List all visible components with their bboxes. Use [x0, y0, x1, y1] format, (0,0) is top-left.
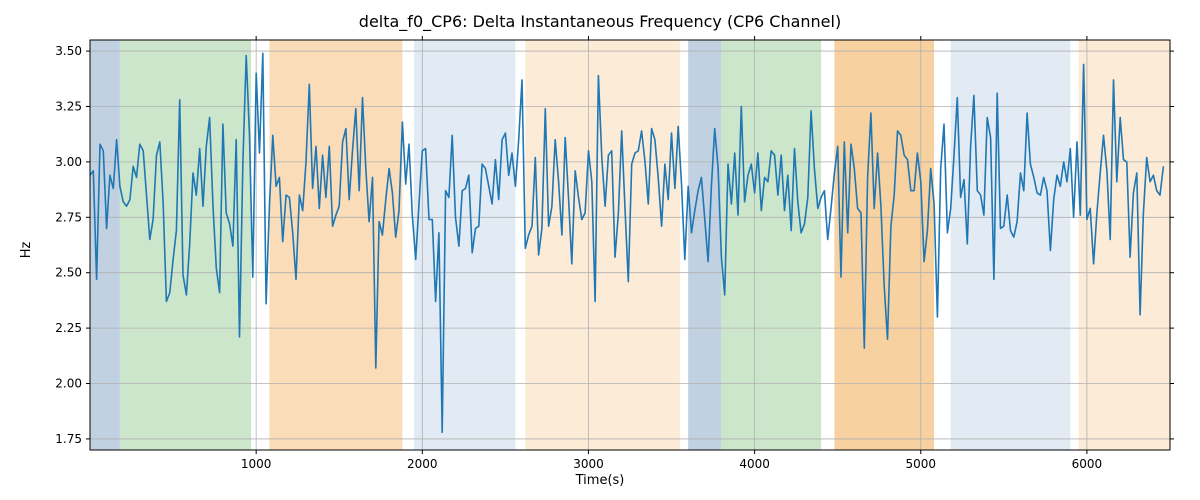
svg-text:3000: 3000 — [573, 457, 604, 471]
svg-text:4000: 4000 — [739, 457, 770, 471]
chart-plot: 1000 2000 3000 4000 5000 6000 1.75 2.00 2.25 2.50… — [0, 0, 1200, 500]
svg-text:3.25: 3.25 — [55, 99, 82, 113]
svg-text:3.50: 3.50 — [55, 44, 82, 58]
svg-text:5000: 5000 — [905, 457, 936, 471]
svg-text:1.75: 1.75 — [55, 432, 82, 446]
svg-text:2000: 2000 — [407, 457, 438, 471]
y-axis-label: Hz — [19, 242, 34, 259]
svg-text:2.50: 2.50 — [55, 266, 82, 280]
svg-text:2.25: 2.25 — [55, 321, 82, 335]
svg-text:1000: 1000 — [241, 457, 272, 471]
chart-container: delta_f0_CP6: Delta Instantaneous Freque… — [0, 0, 1200, 500]
svg-text:2.75: 2.75 — [55, 210, 82, 224]
x-axis-label: Time(s) — [0, 473, 1200, 488]
chart-title: delta_f0_CP6: Delta Instantaneous Freque… — [0, 12, 1200, 31]
svg-text:3.00: 3.00 — [55, 155, 82, 169]
svg-text:6000: 6000 — [1072, 457, 1103, 471]
svg-text:2.00: 2.00 — [55, 377, 82, 391]
